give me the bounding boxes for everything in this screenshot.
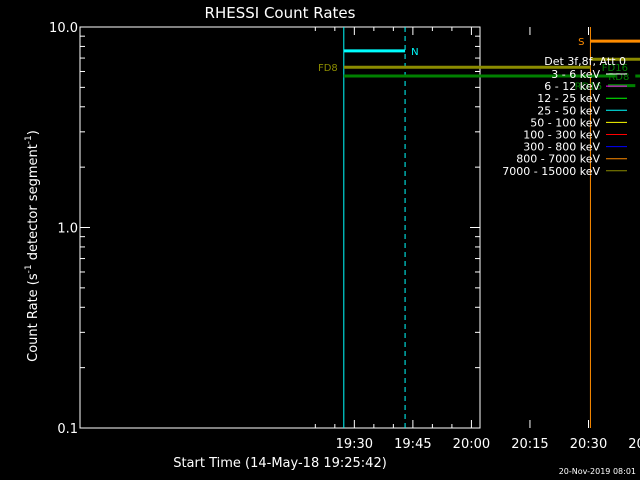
time-markers (343, 27, 591, 428)
plot-axes (79, 26, 481, 429)
bar-label-s: S (578, 37, 584, 48)
y-axis-label-main: Count Rate (s (26, 273, 41, 362)
y-axis-label-sup1: -1 (24, 264, 34, 273)
axis-ticks: 19:3019:4520:0020:1520:3020:4521:000.11.… (49, 21, 640, 452)
y-axis-label-sup2: -1 (24, 135, 34, 144)
bar-label-fd16: FD16 (602, 63, 628, 74)
legend-header: Det 3f,8f, Att 0 (544, 55, 626, 68)
y-axis-label-end: ) (26, 130, 41, 135)
legend-label-3: 25 - 50 keV (537, 104, 600, 117)
legend-label-2: 12 - 25 keV (537, 92, 600, 105)
y-tick-label: 1.0 (57, 222, 78, 237)
x-tick-label: 20:30 (570, 437, 607, 452)
bar-label-rd16: RD16 (575, 82, 602, 93)
legend-label-8: 7000 - 15000 keV (502, 165, 600, 178)
bar-label-n: N (411, 47, 418, 58)
y-tick-label: 0.1 (57, 422, 78, 437)
bar-label-fd8: FD8 (318, 63, 338, 74)
footer-timestamp: 20-Nov-2019 08:01 (559, 467, 636, 476)
x-tick-label: 20:45 (628, 437, 640, 452)
legend-label-7: 800 - 7000 keV (516, 153, 600, 166)
y-tick-label: 10.0 (49, 21, 78, 36)
x-tick-label: 19:30 (336, 437, 373, 452)
plot-frame (79, 26, 481, 429)
legend-label-5: 100 - 300 keV (523, 129, 600, 142)
chart-title: RHESSI Count Rates (205, 4, 356, 22)
x-tick-label: 20:15 (511, 437, 548, 452)
x-tick-label: 20:00 (453, 437, 490, 452)
y-axis-label: Count Rate (s-1 detector segment-1) (24, 130, 41, 362)
bar-label-rd8: RD8 (608, 72, 629, 83)
legend-label-6: 300 - 800 keV (523, 141, 600, 154)
x-axis-label: Start Time (14-May-18 19:25:42) (173, 456, 387, 471)
legend-label-4: 50 - 100 keV (530, 116, 600, 129)
y-axis-label-mid: detector segment (26, 144, 41, 264)
legend-label-1: 6 - 12 keV (544, 80, 600, 93)
x-tick-label: 19:45 (394, 437, 431, 452)
legend-label-0: 3 - 6 keV (551, 68, 600, 81)
